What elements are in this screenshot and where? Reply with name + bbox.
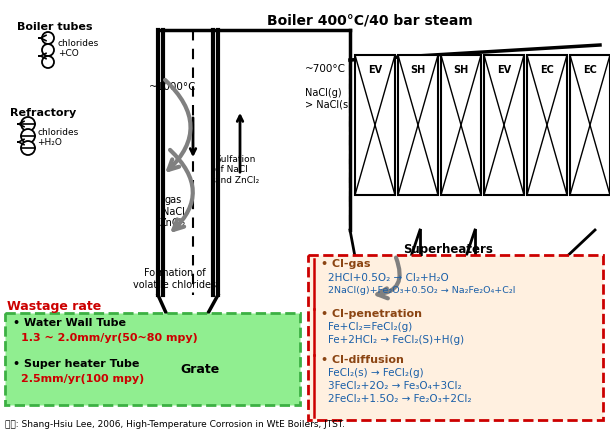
Text: Refractory: Refractory [10,108,76,118]
Text: EC: EC [583,65,597,75]
Text: 2NaCl(g)+Fe₂O₃+0.5O₂ → Na₂Fe₂O₄+C₂l: 2NaCl(g)+Fe₂O₃+0.5O₂ → Na₂Fe₂O₄+C₂l [328,286,515,295]
Text: EV: EV [368,65,382,75]
Text: Wastage rate: Wastage rate [7,300,101,313]
Text: 3FeCl₂+2O₂ → Fe₃O₄+3Cl₂: 3FeCl₂+2O₂ → Fe₃O₄+3Cl₂ [328,381,462,391]
Bar [441,55,481,195]
Text: gas
NaCl
ZnCl₂: gas NaCl ZnCl₂ [160,195,186,228]
Circle shape [42,56,54,68]
Bar [570,55,610,195]
Text: • Water Wall Tube: • Water Wall Tube [13,318,126,328]
Text: 2HCl+0.5O₂ → Cl₂+H₂O: 2HCl+0.5O₂ → Cl₂+H₂O [328,273,449,283]
Text: • Cl-gas: • Cl-gas [321,259,370,269]
FancyBboxPatch shape [5,313,300,405]
Text: Sulfation
of NaCl
and ZnCl₂: Sulfation of NaCl and ZnCl₂ [215,155,259,185]
Text: Fe+2HCl₂ → FeCl₂(S)+H(g): Fe+2HCl₂ → FeCl₂(S)+H(g) [328,335,464,345]
Circle shape [42,44,54,56]
Text: NaCl(g)
> NaCl(s): NaCl(g) > NaCl(s) [305,88,352,110]
Text: chlorides
+CO: chlorides +CO [58,39,99,58]
Text: SH: SH [411,65,426,75]
Bar [484,55,524,195]
Bar [355,55,395,195]
Bar [527,55,567,195]
Text: Formation of
volatile chlorides: Formation of volatile chlorides [134,268,217,289]
Text: 1.3 ~ 2.0mm/yr(50~80 mpy): 1.3 ~ 2.0mm/yr(50~80 mpy) [21,333,198,343]
Text: 인용: Shang-Hsiu Lee, 2006, High-Temperature Corrosion in WtE Boilers, JTST.: 인용: Shang-Hsiu Lee, 2006, High-Temperatu… [5,420,345,429]
Text: ~1000°C: ~1000°C [149,82,197,92]
Text: Fe+Cl₂=FeCl₂(g): Fe+Cl₂=FeCl₂(g) [328,322,412,332]
Circle shape [21,129,35,143]
Text: Superheaters: Superheaters [403,243,493,256]
Circle shape [42,32,54,44]
Text: • Cl-diffusion: • Cl-diffusion [321,355,404,365]
Text: SH: SH [453,65,468,75]
Text: chlorides
+H₂O: chlorides +H₂O [37,128,78,147]
Circle shape [21,141,35,155]
Text: 2FeCl₂+1.5O₂ → Fe₂O₃+2Cl₂: 2FeCl₂+1.5O₂ → Fe₂O₃+2Cl₂ [328,394,472,404]
Text: Grate: Grate [181,363,220,376]
Circle shape [21,117,35,131]
Text: • Cl-penetration: • Cl-penetration [321,309,422,319]
Text: EC: EC [540,65,554,75]
Text: • Super heater Tube: • Super heater Tube [13,359,139,369]
Text: Boiler 400°C/40 bar steam: Boiler 400°C/40 bar steam [267,13,473,27]
Text: Boiler tubes: Boiler tubes [17,22,93,32]
Text: EV: EV [497,65,511,75]
Text: ~700°C: ~700°C [305,64,346,74]
FancyBboxPatch shape [308,255,603,420]
Text: FeCl₂(s) → FeCl₂(g): FeCl₂(s) → FeCl₂(g) [328,368,423,378]
Bar [398,55,438,195]
Text: 2.5mm/yr(100 mpy): 2.5mm/yr(100 mpy) [21,374,144,384]
